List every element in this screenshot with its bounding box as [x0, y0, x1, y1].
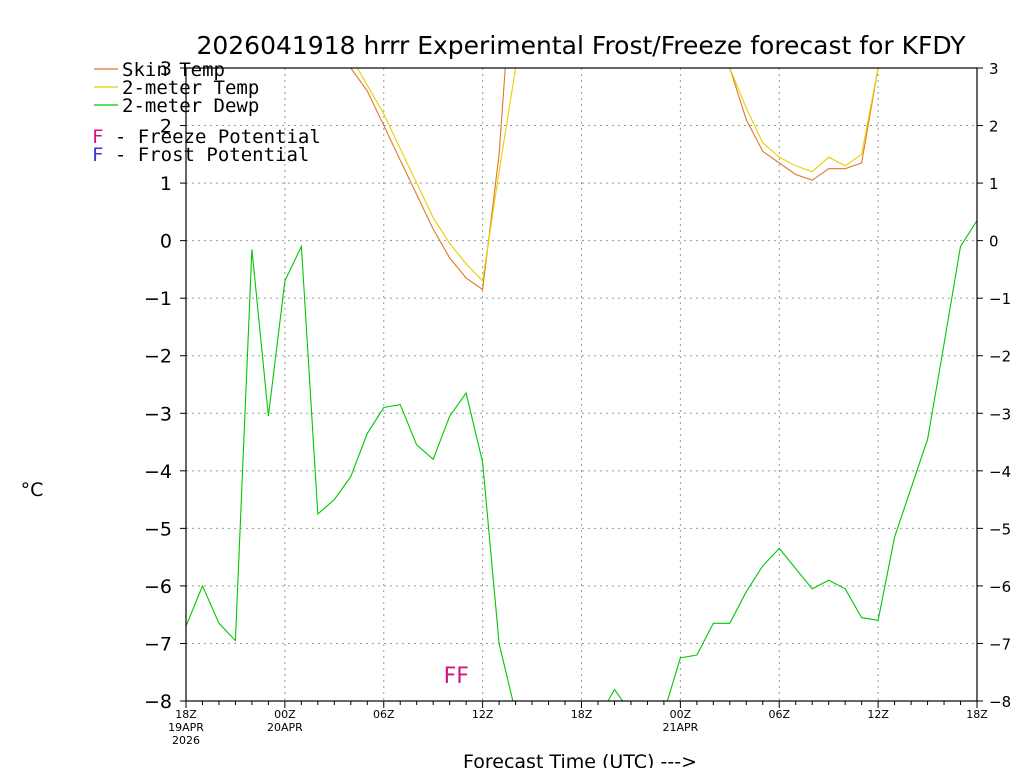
- potential-text: - Freeze Potential: [103, 126, 320, 148]
- y-tick-label-left: −6: [144, 576, 172, 598]
- freeze-potential-marker: FF: [444, 664, 469, 689]
- y-tick-label-left: −7: [144, 633, 172, 655]
- y-tick-label-left: −3: [144, 403, 172, 425]
- y-tick-label-right: −6: [989, 578, 1011, 596]
- y-tick-label-right: −4: [989, 463, 1011, 481]
- x-tick-label: 00Z: [670, 708, 692, 721]
- y-tick-label-right: −3: [989, 405, 1011, 423]
- series-layer: [186, 68, 977, 701]
- annotations: FF: [444, 664, 469, 689]
- x-tick-label: 2026: [172, 734, 200, 747]
- y-tick-label-right: −5: [989, 520, 1011, 538]
- y-ticks-left: 3 2 1 0 −1 −2 −3 −4 −5 −6 −7 −8: [144, 58, 186, 713]
- y-axis-label: °C: [21, 479, 44, 501]
- potential-legend-entry: F - Frost Potential: [92, 144, 309, 166]
- y-tick-label-right: 3: [989, 60, 999, 78]
- y-tick-label-right: −8: [989, 693, 1011, 711]
- x-tick-label: 21APR: [662, 721, 698, 734]
- y-tick-label-right: −2: [989, 348, 1011, 366]
- series-line-skin-temp: [350, 68, 879, 291]
- potential-text: - Frost Potential: [103, 144, 309, 166]
- potential-legend-entry: F - Freeze Potential: [92, 126, 321, 148]
- y-ticks-right: 3 2 1 0 −1 −2 −3 −4 −5 −6 −7 −8: [977, 60, 1011, 711]
- x-tick-label: 12Z: [867, 708, 889, 721]
- legend-label: Skin Temp: [122, 59, 225, 81]
- y-tick-label-right: 1: [989, 175, 999, 193]
- y-tick-label-left: 3: [160, 58, 172, 80]
- potential-letter: F: [92, 144, 103, 166]
- x-tick-label: 06Z: [373, 708, 395, 721]
- x-tick-label: 19APR: [168, 721, 204, 734]
- potential-letter: F: [92, 126, 103, 148]
- x-tick-label: 12Z: [472, 708, 494, 721]
- x-tick-label: 18Z: [571, 708, 593, 721]
- legend-label: 2-meter Temp: [122, 77, 259, 99]
- y-tick-label-left: −1: [144, 288, 172, 310]
- y-tick-label-right: −7: [989, 635, 1011, 653]
- legend-label: 2-meter Dewp: [122, 95, 259, 117]
- y-tick-label-right: 2: [989, 118, 999, 136]
- y-tick-label-left: −5: [144, 518, 172, 540]
- y-tick-label-left: 2: [160, 116, 172, 138]
- x-tick-label: 18Z: [966, 708, 988, 721]
- chart-title: 2026041918 hrrr Experimental Frost/Freez…: [196, 31, 966, 60]
- y-tick-label-left: 0: [160, 231, 172, 253]
- series-line-2-meter-temp: [356, 68, 879, 283]
- y-tick-label-left: 1: [160, 173, 172, 195]
- x-tick-label: 06Z: [768, 708, 790, 721]
- y-tick-label-left: −4: [144, 461, 172, 483]
- x-tick-label: 00Z: [274, 708, 296, 721]
- x-tick-label: 18Z: [175, 708, 197, 721]
- x-axis-label: Forecast Time (UTC) --->: [463, 751, 697, 768]
- series-line-2-meter-dewp: [186, 220, 977, 701]
- y-tick-label-left: −2: [144, 346, 172, 368]
- y-tick-label-left: −8: [144, 691, 172, 713]
- x-tick-label: 20APR: [267, 721, 303, 734]
- y-tick-label-right: −1: [989, 290, 1011, 308]
- y-tick-label-right: 0: [989, 233, 999, 251]
